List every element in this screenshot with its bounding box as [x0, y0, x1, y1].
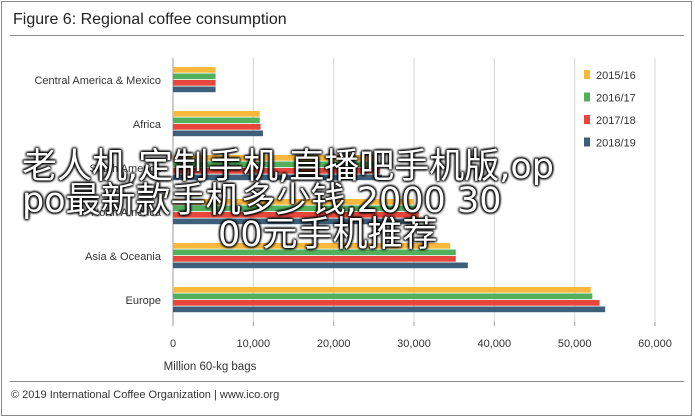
legend-swatch	[584, 70, 590, 79]
bar	[173, 205, 417, 212]
bar	[173, 73, 216, 80]
category-label: Europe	[126, 295, 161, 307]
watermark-line: 00元手机推荐	[218, 215, 438, 255]
bar	[173, 256, 456, 262]
copyright-footer: © 2019 International Coffee Organization…	[11, 389, 280, 401]
bar	[173, 199, 414, 205]
bar	[173, 117, 260, 124]
overlay-watermark-text: 老人机,定制手机,直播吧手机版,op po最新款手机多少钱,2000 30 00…	[22, 147, 582, 255]
bar	[173, 287, 591, 293]
legend-swatch	[584, 115, 590, 124]
title-divider	[10, 35, 684, 36]
x-tick-label: 10,000	[237, 338, 271, 350]
legend-label: 2018/19	[596, 138, 636, 150]
bar	[173, 218, 419, 225]
bar	[173, 293, 593, 300]
bar	[173, 130, 263, 137]
bar	[173, 212, 419, 218]
bar	[173, 111, 260, 117]
footer-divider	[10, 381, 684, 382]
watermark-line: 老人机,定制手机,直播吧手机版,op	[22, 147, 555, 187]
bar	[173, 249, 456, 256]
bar	[173, 168, 381, 174]
bar	[173, 86, 216, 93]
x-tick-label: 50,000	[558, 338, 592, 350]
x-tick-label: 60,000	[638, 338, 672, 350]
legend-label: 2016/17	[596, 93, 636, 105]
bar	[173, 67, 216, 73]
bar	[173, 80, 216, 86]
watermark-line: po最新款手机多少钱,2000 30	[22, 181, 502, 221]
bar	[173, 243, 451, 249]
x-tick-label: 40,000	[478, 338, 512, 350]
legend-swatch	[584, 137, 590, 147]
bar	[173, 300, 600, 306]
bar	[173, 161, 379, 168]
category-label: Africa	[133, 119, 162, 131]
bar	[173, 174, 382, 181]
legend-label: 2017/18	[596, 115, 636, 127]
chart-title: Figure 6: Regional coffee consumption	[13, 11, 287, 28]
legend-label: 2015/16	[596, 70, 636, 82]
bar	[173, 155, 377, 161]
legend-swatch	[584, 92, 590, 102]
category-label: Central America & Mexico	[34, 75, 161, 87]
bar	[173, 262, 468, 269]
category-label: North America	[91, 207, 162, 219]
x-tick-label: 0	[170, 338, 176, 350]
x-axis-label: Million 60-kg bags	[164, 361, 257, 373]
x-tick-label: 30,000	[397, 338, 431, 350]
category-label: South America	[89, 163, 161, 175]
bar	[173, 124, 261, 130]
x-tick-label: 20,000	[317, 338, 351, 350]
bar	[173, 306, 606, 313]
category-label: Asia & Oceania	[85, 251, 162, 263]
